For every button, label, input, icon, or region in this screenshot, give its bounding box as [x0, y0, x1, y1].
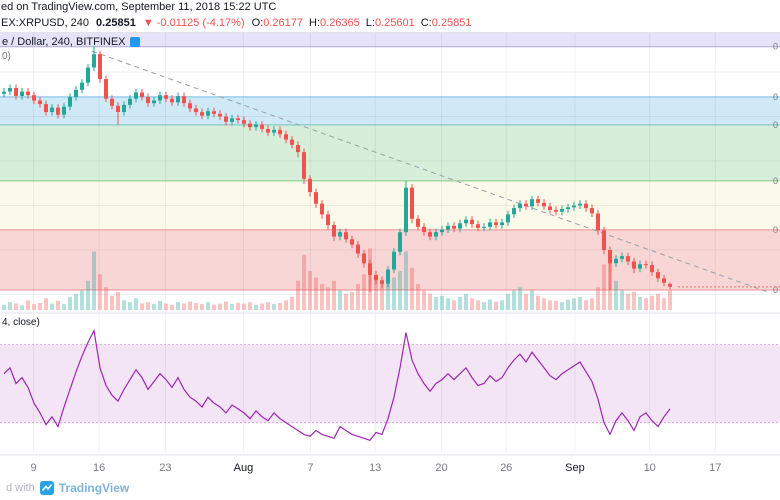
price-axis-fragment: 0 — [773, 120, 778, 130]
overlay-legend-cropped[interactable]: 0) — [2, 51, 11, 62]
time-axis-label[interactable]: 26 — [500, 462, 512, 474]
time-axis-label[interactable]: 20 — [435, 462, 447, 474]
price-axis-fragment: 0 — [773, 92, 778, 102]
chart-legend-title[interactable]: e / Dollar, 240, BITFINEX — [2, 36, 126, 48]
candles-series — [2, 46, 672, 292]
rsi-line — [3, 328, 671, 442]
time-axis-label[interactable]: 10 — [644, 462, 656, 474]
close-value: C:0.25851 — [420, 17, 472, 29]
watermark-prefix: d with — [6, 482, 35, 494]
change-value: -0.01125 (-4.17%) — [156, 17, 245, 29]
chart-area[interactable]: 0 0 0 0 0 0 9 16 23 Aug 7 13 20 26 Sep 10 17 — [0, 32, 780, 500]
time-axis-label[interactable]: Aug — [234, 462, 254, 474]
price-axis-fragment: 0 — [773, 285, 778, 295]
price-change: ▼ -0.01125 (-4.17%) — [143, 15, 245, 31]
time-axis-label[interactable]: 16 — [93, 462, 105, 474]
last-price: 0.25851 — [96, 17, 136, 29]
rsi-pane — [0, 328, 780, 442]
time-axis[interactable]: 9 16 23 Aug 7 13 20 26 Sep 10 17 — [30, 462, 721, 474]
chart-canvas[interactable]: 0 0 0 0 0 0 9 16 23 Aug 7 13 20 26 Sep 10 17 — [0, 32, 780, 500]
watermark: d with TradingView — [6, 481, 129, 495]
rsi-legend[interactable]: 4, close) — [2, 317, 40, 328]
time-axis-label[interactable]: Sep — [565, 462, 585, 474]
price-axis-fragment: 0 — [773, 176, 778, 186]
high-value: H:0.26365 — [309, 17, 360, 29]
gridlines — [0, 32, 780, 452]
exchange-logo-icon — [129, 37, 140, 47]
down-arrow-icon: ▼ — [142, 17, 154, 29]
trendline — [91, 50, 780, 293]
price-axis-fragment: 0 — [773, 225, 778, 235]
watermark-brand[interactable]: TradingView — [58, 481, 130, 495]
symbol-info-bar: EX:XRPUSD, 240 0.25851 ▼ -0.01125 (-4.17… — [0, 15, 780, 31]
low-value: L:0.25601 — [365, 17, 415, 29]
price-axis-fragment: 0 — [773, 42, 778, 52]
open-value: O:0.26177 — [251, 17, 304, 29]
published-info-line: ed on TradingView.com, September 11, 201… — [0, 0, 780, 15]
time-axis-label[interactable]: 7 — [307, 462, 313, 474]
time-axis-label[interactable]: 9 — [30, 462, 36, 474]
tradingview-logo-icon — [39, 481, 54, 495]
time-axis-label[interactable]: 13 — [369, 462, 381, 474]
chart-legend[interactable]: e / Dollar, 240, BITFINEX — [2, 36, 140, 48]
time-axis-label[interactable]: 17 — [709, 462, 721, 474]
time-axis-label[interactable]: 23 — [159, 462, 171, 474]
published-text: ed on TradingView.com, September 11, 201… — [1, 1, 277, 13]
symbol-name[interactable]: EX:XRPUSD, 240 — [1, 17, 90, 29]
pane-separators — [0, 32, 780, 456]
ohlc-values: O:0.26177 H:0.26365 L:0.25601 C:0.25851 — [252, 15, 472, 31]
